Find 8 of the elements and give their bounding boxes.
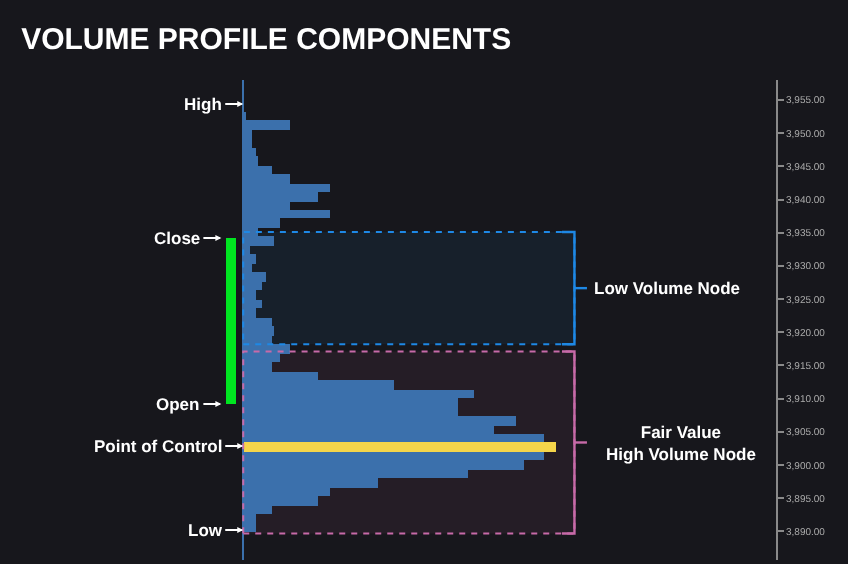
band-label: Low Volume Node (594, 278, 741, 298)
text: Close (154, 228, 201, 248)
band-label: Fair Value High Volume Node (606, 422, 757, 465)
text: Open (156, 394, 200, 414)
chart-title: VOLUME PROFILE COMPONENTS (21, 23, 512, 58)
text: Point of Control (94, 436, 223, 456)
text: Low (188, 520, 223, 540)
text: High (184, 94, 222, 114)
